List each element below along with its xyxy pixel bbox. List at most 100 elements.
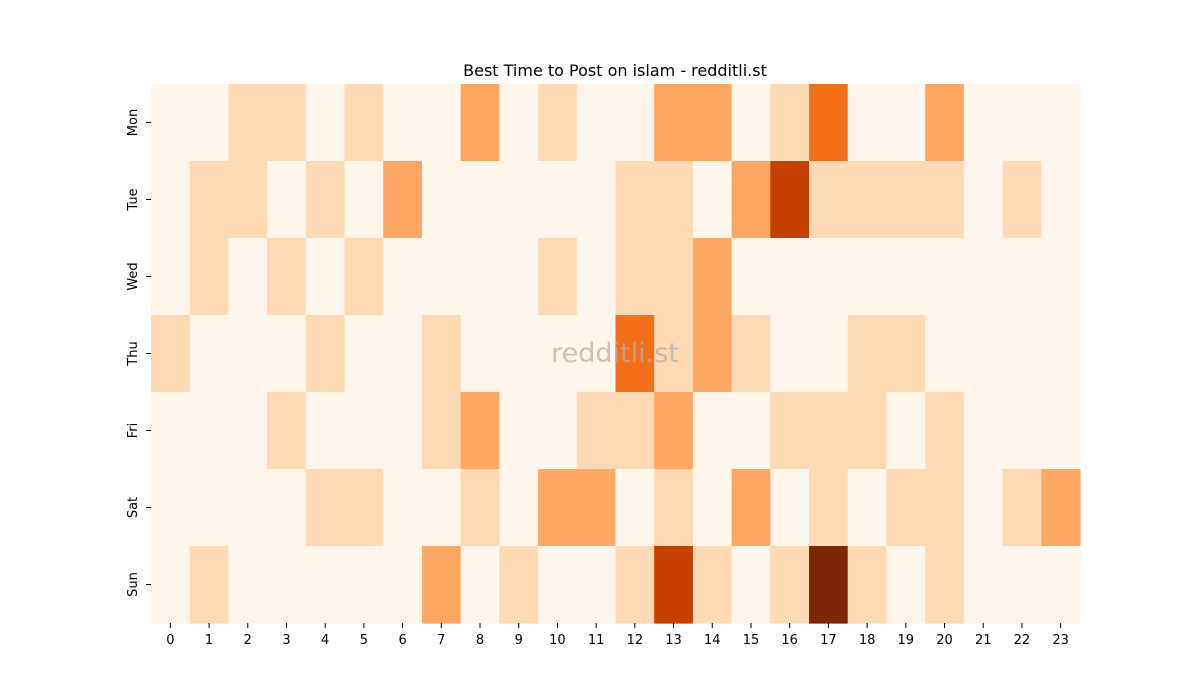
heatmap-cell-thu-9 [499,315,539,393]
heatmap-cell-sat-23 [1041,469,1081,547]
x-tick-label: 20 [936,633,953,648]
x-tick-label: 18 [859,633,876,648]
heatmap-cell-wed-22 [1002,238,1042,316]
heatmap-cell-thu-11 [576,315,617,393]
heatmap-cell-sun-15 [731,546,771,624]
heatmap-cell-tue-21 [963,161,1004,239]
heatmap-cell-tue-4 [305,161,346,239]
heatmap-cell-tue-16 [770,161,810,239]
heatmap-cell-tue-20 [925,161,965,239]
heatmap-cell-thu-8 [460,315,500,393]
y-tick-label: Mon [126,109,141,136]
heatmap-cell-sun-21 [963,546,1004,624]
heatmap-cell-sun-5 [344,546,384,624]
heatmap-cell-wed-13 [654,238,694,316]
x-tick-label: 14 [704,633,721,648]
heatmap-cell-tue-13 [654,161,694,239]
heatmap-cell-thu-19 [886,315,926,393]
heatmap-cell-sat-1 [189,469,230,547]
heatmap-cell-thu-2 [228,315,268,393]
heatmap-cell-tue-12 [615,161,655,239]
heatmap-cell-mon-19 [886,84,926,162]
heatmap-cell-sun-11 [576,546,617,624]
heatmap-cell-sun-1 [189,546,230,624]
heatmap-cell-fri-1 [189,392,230,470]
heatmap-cell-tue-14 [692,161,733,239]
heatmap-cell-sun-7 [421,546,462,624]
heatmap-cell-fri-22 [1002,392,1042,470]
heatmap-cell-mon-17 [809,84,849,162]
heatmap-cell-wed-3 [267,238,307,316]
heatmap-cell-wed-6 [383,238,423,316]
heatmap-cell-sun-20 [925,546,965,624]
heatmap-cell-fri-8 [460,392,500,470]
heatmap-cell-wed-18 [847,238,888,316]
heatmap-cell-wed-17 [809,238,849,316]
heatmap-cell-mon-13 [654,84,694,162]
heatmap-cell-thu-20 [925,315,965,393]
heatmap-cell-sat-17 [809,469,849,547]
heatmap-cell-thu-22 [1002,315,1042,393]
heatmap-cell-mon-11 [576,84,617,162]
x-tick-label: 5 [360,633,368,648]
heatmap-cell-sun-16 [770,546,810,624]
heatmap-cell-mon-9 [499,84,539,162]
x-tick-label: 4 [321,633,329,648]
heatmap-cell-sat-22 [1002,469,1042,547]
x-tick-label: 19 [898,633,915,648]
y-axis: Mon Tue Wed Thu Fri Sat Sun [126,109,151,597]
heatmap-cell-wed-1 [189,238,230,316]
heatmap-cell-thu-23 [1041,315,1081,393]
heatmap-cell-sat-5 [344,469,384,547]
x-tick-label: 17 [820,633,837,648]
x-tick-label: 23 [1052,633,1069,648]
heatmap-cell-thu-5 [344,315,384,393]
y-tick-label: Sun [126,572,141,597]
heatmap-cell-tue-5 [344,161,384,239]
heatmap-cell-sun-18 [847,546,888,624]
heatmap-cell-fri-5 [344,392,384,470]
heatmap-cell-mon-4 [305,84,346,162]
x-tick-label: 16 [781,633,798,648]
x-tick-label: 11 [588,633,605,648]
heatmap-cell-thu-12 [615,315,655,393]
heatmap-cell-thu-17 [809,315,849,393]
heatmap-cell-sun-3 [267,546,307,624]
heatmap-cell-sun-23 [1041,546,1081,624]
heatmap-cell-tue-6 [383,161,423,239]
heatmap-cell-fri-9 [499,392,539,470]
x-tick-label: 13 [665,633,682,648]
heatmap-cell-fri-4 [305,392,346,470]
heatmap-cell-tue-3 [267,161,307,239]
heatmap-cell-sat-16 [770,469,810,547]
heatmap-cell-thu-18 [847,315,888,393]
heatmap-cell-wed-12 [615,238,655,316]
x-tick-label: 6 [398,633,406,648]
heatmap-cell-tue-22 [1002,161,1042,239]
heatmap-cell-tue-10 [538,161,578,239]
x-tick-label: 15 [743,633,760,648]
heatmap-cell-sun-9 [499,546,539,624]
heatmap-cell-sun-10 [538,546,578,624]
heatmap-cell-mon-7 [421,84,462,162]
heatmap-cell-thu-7 [421,315,462,393]
heatmap-cell-mon-0 [151,84,191,162]
heatmap-cell-sat-8 [460,469,500,547]
x-axis: 0 1 2 3 4 5 6 7 8 9 10 11 12 13 14 15 16 17 18 19 20 21 22 23 [166,623,1069,648]
heatmap-cell-sat-7 [421,469,462,547]
x-tick-label: 3 [282,633,290,648]
heatmap-cell-sat-4 [305,469,346,547]
heatmap-cell-sat-3 [267,469,307,547]
heatmap-cell-tue-1 [189,161,230,239]
x-tick-label: 2 [244,633,252,648]
heatmap-cell-thu-14 [692,315,733,393]
heatmap-cell-thu-15 [731,315,771,393]
heatmap-cell-wed-23 [1041,238,1081,316]
heatmap-cell-fri-16 [770,392,810,470]
heatmap-cell-fri-2 [228,392,268,470]
heatmap-cell-sat-20 [925,469,965,547]
y-tick-label: Fri [126,423,141,439]
heatmap-cell-wed-10 [538,238,578,316]
heatmap-cell-sat-10 [538,469,578,547]
heatmap-cell-wed-16 [770,238,810,316]
